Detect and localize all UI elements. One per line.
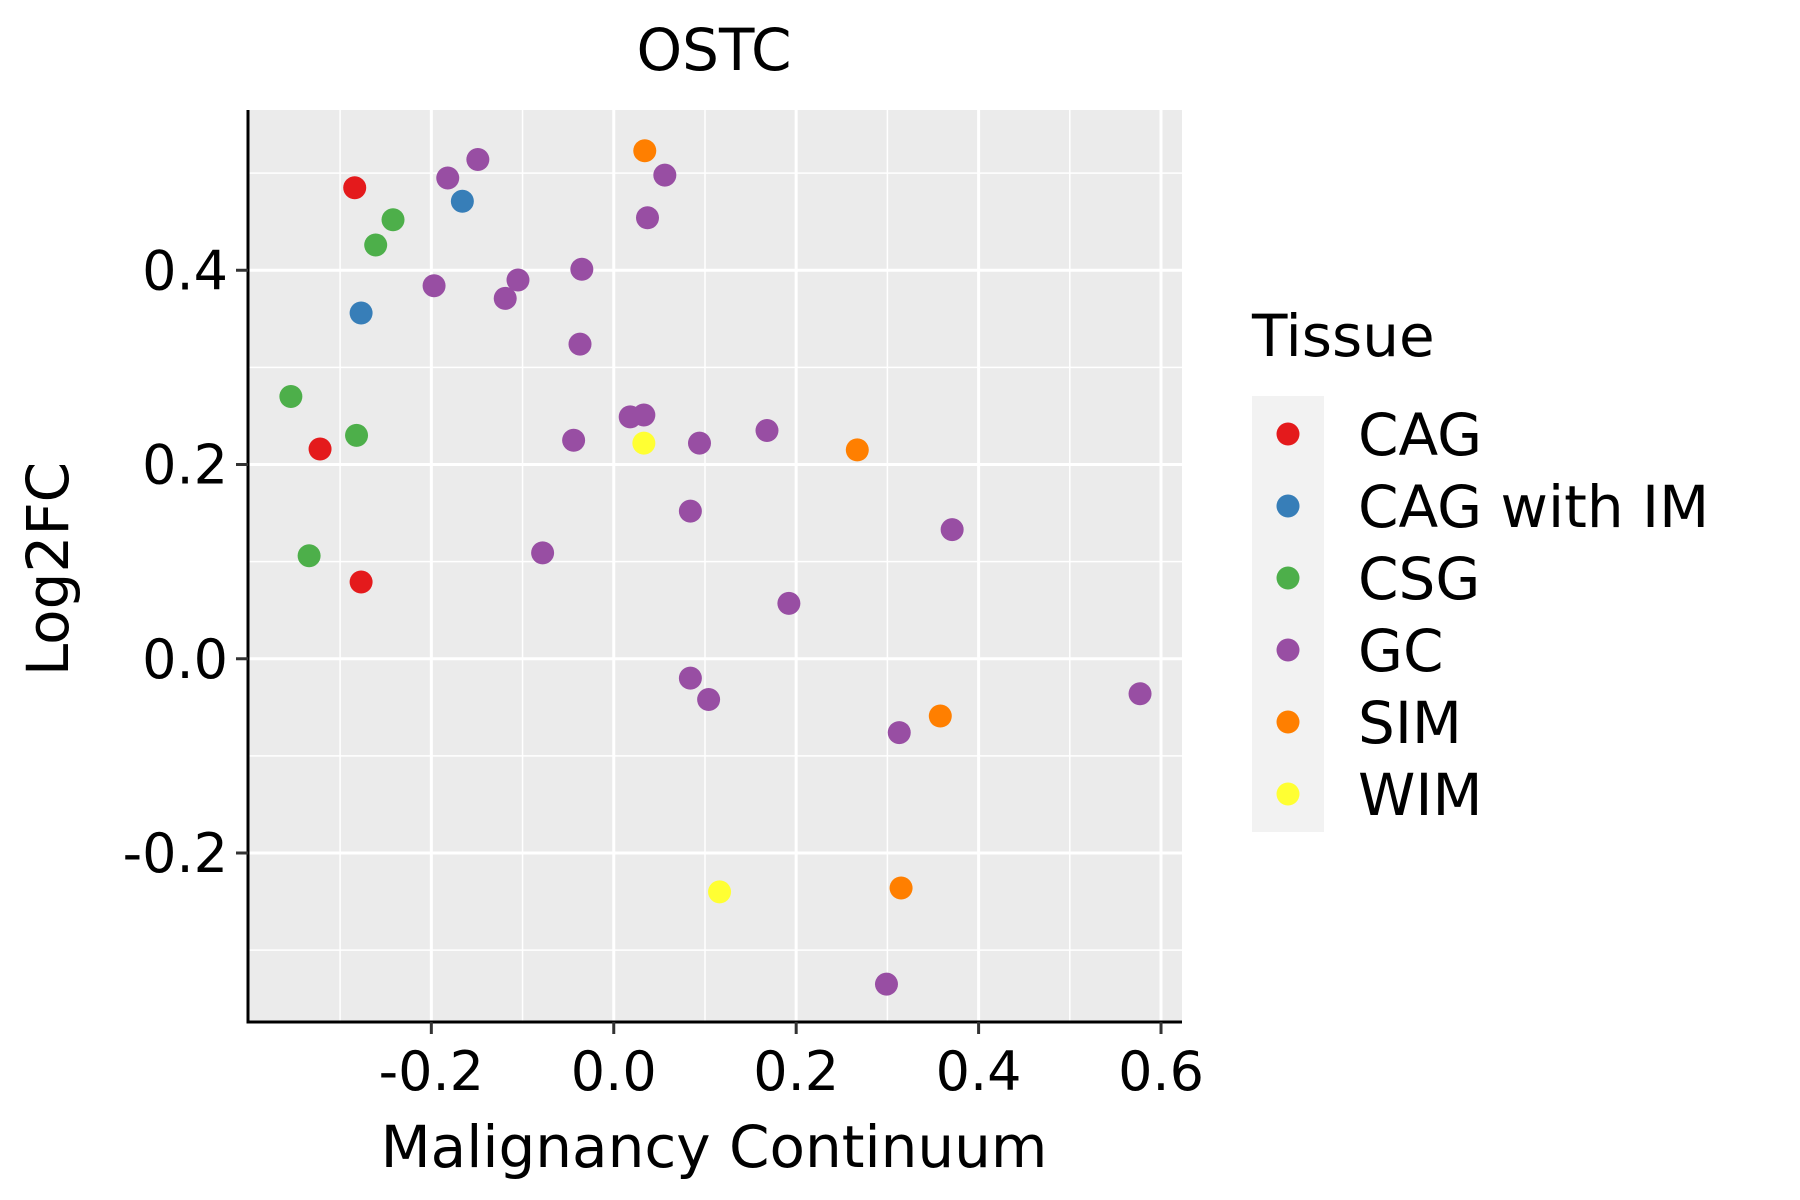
data-point-gc (874, 972, 898, 996)
data-point-gc (466, 148, 490, 172)
data-point-gc (506, 268, 530, 292)
y-tick-label: -0.2 (123, 822, 228, 885)
data-point-gc (568, 332, 592, 356)
data-point-cag-with-im (349, 301, 373, 325)
data-point-csg (297, 544, 321, 568)
data-point-cag (308, 437, 332, 461)
data-point-gc (678, 499, 702, 523)
data-point-csg (364, 233, 388, 257)
x-tick-label: 0.0 (571, 1040, 657, 1103)
legend-label: WIM (1358, 761, 1483, 829)
data-point-cag-with-im (450, 189, 474, 213)
legend-label: SIM (1358, 689, 1462, 757)
data-point-gc (636, 206, 660, 230)
data-point-cag (349, 570, 373, 594)
major-gridlines (248, 110, 1182, 1022)
data-point-wim (708, 880, 732, 904)
data-point-gc (436, 166, 460, 190)
data-point-gc (678, 666, 702, 690)
x-tick-label: 0.6 (1118, 1040, 1204, 1103)
data-point-cag (343, 176, 367, 200)
data-point-gc (697, 688, 721, 712)
data-point-gc (562, 428, 586, 452)
legend-key-background (1252, 396, 1324, 832)
x-axis-title: Malignancy Continuum (381, 1113, 1048, 1181)
data-point-sim (845, 438, 869, 462)
data-point-sim (889, 876, 913, 900)
x-tick-label: 0.2 (753, 1040, 839, 1103)
x-tick-label: -0.2 (379, 1040, 484, 1103)
data-point-gc (755, 419, 779, 443)
legend-label: CSG (1358, 545, 1480, 613)
data-point-csg (381, 208, 405, 232)
data-point-gc (493, 286, 517, 310)
legend-label: GC (1358, 617, 1443, 685)
data-point-csg (345, 423, 369, 447)
data-point-gc (632, 403, 656, 427)
legend-key-gc (1276, 638, 1300, 662)
axes (246, 110, 1182, 1024)
legend-key-cag-with-im (1276, 494, 1300, 518)
data-point-sim (928, 704, 952, 728)
y-tick-label: 0.2 (142, 434, 228, 497)
data-point-gc (777, 591, 801, 615)
data-point-gc (687, 431, 711, 455)
legend-key-wim (1276, 782, 1300, 806)
data-point-wim (632, 431, 656, 455)
legend-label: CAG (1358, 401, 1482, 469)
x-axis-ticks: -0.2 0.0 0.2 0.4 0.6 (379, 1022, 1204, 1103)
y-tick-label: 0.4 (142, 239, 228, 302)
data-point-gc (531, 541, 555, 565)
minor-gridlines (248, 110, 1182, 1022)
data-points (279, 139, 1152, 996)
data-point-gc (570, 257, 594, 281)
plot-panel (248, 110, 1182, 1022)
legend-key-cag (1276, 422, 1300, 446)
y-axis-title: Log2FC (14, 462, 82, 676)
data-point-gc (422, 274, 446, 298)
data-point-gc (1128, 682, 1152, 706)
x-tick-label: 0.4 (936, 1040, 1022, 1103)
y-axis-ticks: -0.2 0.0 0.2 0.4 (123, 239, 248, 885)
y-tick-label: 0.0 (142, 628, 228, 691)
data-point-gc (653, 163, 677, 187)
legend-key-csg (1276, 566, 1300, 590)
data-point-gc (887, 721, 911, 745)
legend-key-sim (1276, 710, 1300, 734)
data-point-gc (940, 518, 964, 542)
data-point-sim (633, 139, 657, 163)
chart-title: OSTC (637, 16, 792, 84)
data-point-csg (279, 385, 303, 409)
legend-label: CAG with IM (1358, 473, 1709, 541)
legend-title: Tissue (1251, 302, 1435, 370)
